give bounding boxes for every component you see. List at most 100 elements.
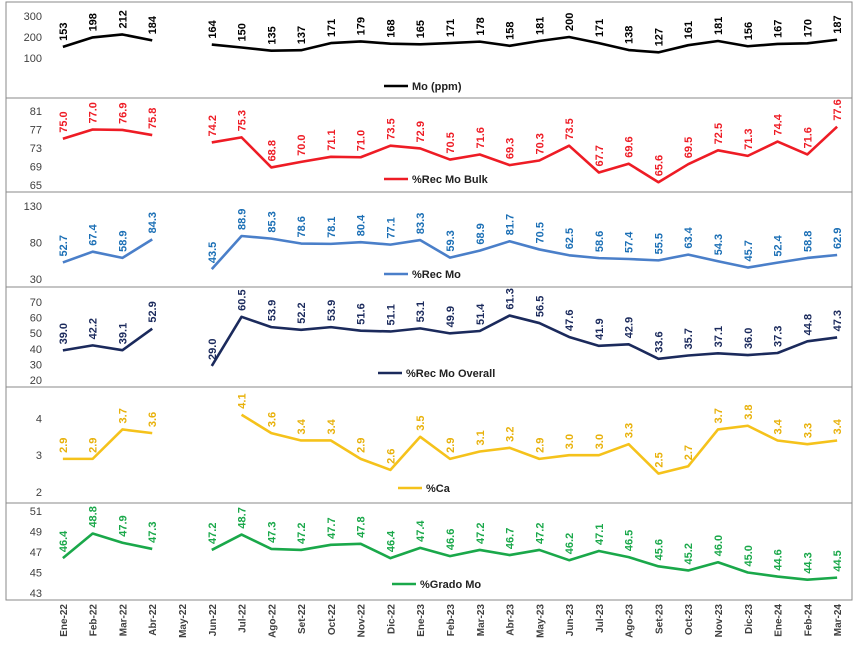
data-label: 2.9 [356,438,368,453]
panel-1: 300 200 100 153 198 212 184 164 150 135 137 171 179 1… [24,10,844,93]
data-label: 49.9 [445,306,457,327]
data-label: 171 [445,19,457,37]
data-label: 63.4 [683,226,695,248]
x-tick-label: Set-23 [654,604,665,634]
data-label: 70.3 [534,133,546,154]
data-label: 187 [832,15,844,33]
x-tick-label: Ago-23 [625,604,636,638]
data-label: 3.4 [326,418,338,434]
data-label: 58.8 [802,231,814,252]
data-label: 75.8 [147,108,159,129]
series-line [62,532,153,560]
data-label: 127 [653,28,665,46]
data-label: 77.0 [88,102,100,123]
data-label: 3.8 [743,404,755,419]
x-tick-label: Ago-22 [267,604,278,638]
data-label: 3.5 [415,416,427,431]
x-tick-label: Dic-23 [744,604,755,634]
data-label: 71.0 [356,130,368,151]
x-tick-label: Dic-22 [386,604,397,634]
data-label: 47.9 [117,515,129,536]
data-label: 2.9 [88,438,100,453]
data-label: 3.3 [802,423,814,438]
data-label: 47.2 [534,523,546,544]
data-label: 156 [743,22,755,40]
y-tick-label: 49 [30,527,42,539]
panel-4: 70 60 50 40 30 20 39.0 42.2 39.1 52.9 29.0 60.5 53.9… [6,286,852,387]
data-label: 60.5 [237,289,249,310]
data-label: 71.3 [743,128,755,149]
data-label: 80.4 [356,214,368,236]
data-label: 81.7 [505,214,517,235]
data-label: 35.7 [683,328,695,349]
data-label: 45.2 [683,543,695,564]
data-label: 71.6 [802,127,814,148]
x-axis: Ene-22 Feb-22 Mar-22 Abr-22 May-22 Jun-22 Jul-… [59,604,844,638]
legend-label: Mo (ppm) [412,81,462,93]
data-label: 88.9 [237,209,249,230]
series-line [210,234,838,271]
data-label: 2.5 [653,452,665,467]
legend-label: %Rec Mo [412,269,461,281]
data-label: 70.5 [534,222,546,243]
y-tick-label: 51 [30,506,42,518]
y-tick-label: 30 [30,274,42,286]
data-label: 47.7 [326,517,338,538]
x-tick-label: Feb-22 [89,604,100,637]
data-label: 3.4 [832,418,844,434]
data-label: 45.7 [743,240,755,261]
data-label: 165 [415,20,427,38]
y-tick-label: 73 [30,143,42,155]
data-label: 45.6 [653,539,665,560]
panel-6: 51 49 47 45 43 46.4 48.8 47.9 47.3 47.2 48.7 47.3 47… [6,502,852,600]
y-tick-label: 50 [30,328,42,340]
data-label: 39.1 [117,323,129,344]
x-tick-label: Jun-22 [208,604,219,637]
data-label: 3.4 [773,418,785,434]
data-label: 44.3 [802,552,814,573]
series-line [62,428,153,461]
data-label: 179 [356,17,368,35]
data-label: 53.9 [266,300,278,321]
data-label: 171 [326,19,338,37]
data-label: 42.9 [624,317,636,338]
data-label: 37.3 [773,326,785,347]
y-tick-label: 81 [30,106,42,118]
data-label: 62.5 [564,228,576,249]
y-tick-label: 80 [30,238,42,250]
data-label: 57.4 [624,231,636,253]
data-label: 44.8 [802,314,814,335]
data-label: 3.3 [624,423,636,438]
data-label: 138 [624,26,636,44]
data-label: 44.6 [773,549,785,570]
series-line [62,128,153,140]
data-label: 29.0 [207,339,219,360]
data-label: 3.6 [266,412,278,427]
data-label: 68.8 [266,140,278,161]
data-label: 73.5 [564,118,576,139]
data-label: 62.9 [832,228,844,249]
data-label: 52.2 [296,302,308,323]
data-label: 71.1 [326,129,338,150]
x-tick-label: Feb-24 [803,604,814,637]
data-label: 74.2 [207,115,219,136]
data-label: 47.8 [356,516,368,537]
y-tick-label: 2 [36,487,42,499]
data-label: 2.7 [683,445,695,460]
x-tick-label: May-22 [178,604,189,638]
data-label: 170 [802,19,814,37]
y-tick-label: 47 [30,547,42,559]
legend-label: %Rec Mo Overall [406,368,495,380]
data-label: 33.6 [653,331,665,352]
data-label: 59.3 [445,230,457,251]
series-line [62,238,153,264]
data-label: 47.4 [415,520,427,542]
data-label: 48.7 [237,507,249,528]
data-label: 78.6 [296,216,308,237]
data-label: 135 [266,26,278,44]
data-label: 78.1 [326,216,338,237]
data-label: 181 [534,17,546,35]
data-label: 51.1 [385,304,397,325]
y-tick-label: 100 [24,53,42,65]
